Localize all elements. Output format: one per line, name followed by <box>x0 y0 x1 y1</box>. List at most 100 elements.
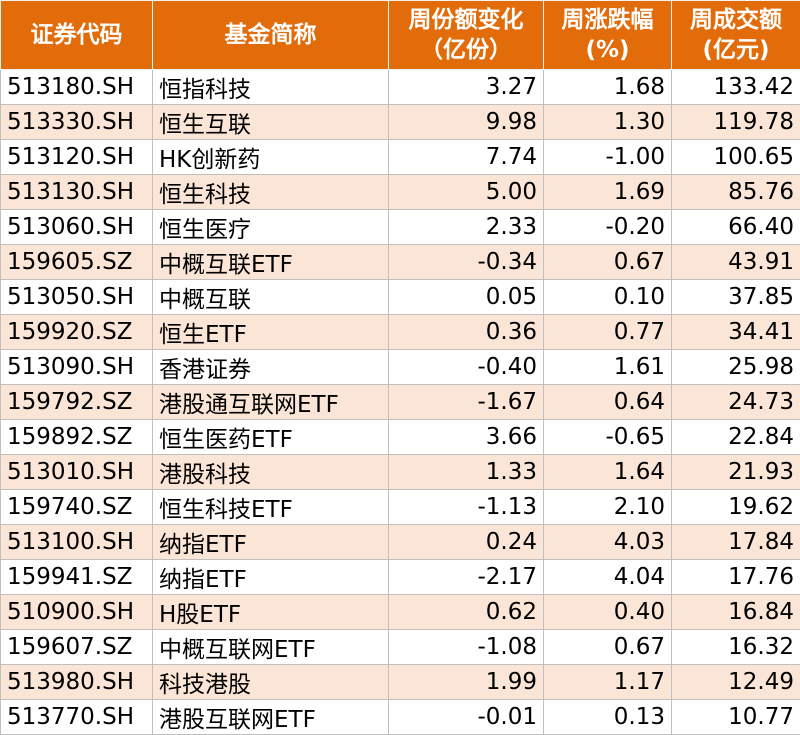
volume-cell: 19.62 <box>672 490 800 525</box>
fund-code-cell: 513120.SH <box>1 140 153 175</box>
share-change-cell: 0.24 <box>389 525 544 560</box>
fund-name-cell: 恒生医疗 <box>153 210 389 245</box>
share-change-cell: 3.66 <box>389 420 544 455</box>
pct-change-cell: 0.67 <box>544 245 672 280</box>
fund-name-cell: 恒生互联 <box>153 105 389 140</box>
fund-code-cell: 513060.SH <box>1 210 153 245</box>
fund-name-cell: 恒生ETF <box>153 315 389 350</box>
volume-cell: 17.76 <box>672 560 800 595</box>
fund-code-cell: 159740.SZ <box>1 490 153 525</box>
fund-name-cell: 恒指科技 <box>153 70 389 105</box>
share-change-cell: -0.01 <box>389 700 544 735</box>
share-change-cell: 0.05 <box>389 280 544 315</box>
fund-code-cell: 513130.SH <box>1 175 153 210</box>
pct-change-cell: 2.10 <box>544 490 672 525</box>
volume-cell: 17.84 <box>672 525 800 560</box>
fund-name-cell: 科技港股 <box>153 665 389 700</box>
fund-code-cell: 159792.SZ <box>1 385 153 420</box>
fund-name-cell: 恒生科技ETF <box>153 490 389 525</box>
fund-code-cell: 159607.SZ <box>1 630 153 665</box>
fund-name-cell: 纳指ETF <box>153 560 389 595</box>
pct-change-cell: -0.20 <box>544 210 672 245</box>
header-share-change-title: 周份额变化 <box>389 5 543 35</box>
header-volume-unit: (亿元) <box>672 35 800 65</box>
share-change-cell: 1.33 <box>389 455 544 490</box>
share-change-cell: 0.36 <box>389 315 544 350</box>
volume-cell: 85.76 <box>672 175 800 210</box>
header-volume-title: 周成交额 <box>672 5 800 35</box>
fund-name-cell: 中概互联ETF <box>153 245 389 280</box>
volume-cell: 37.85 <box>672 280 800 315</box>
pct-change-cell: 0.13 <box>544 700 672 735</box>
fund-code-cell: 513090.SH <box>1 350 153 385</box>
fund-name-cell: 中概互联网ETF <box>153 630 389 665</box>
pct-change-cell: 0.40 <box>544 595 672 630</box>
fund-name-cell: 港股互联网ETF <box>153 700 389 735</box>
fund-name-cell: HK创新药 <box>153 140 389 175</box>
share-change-cell: -1.67 <box>389 385 544 420</box>
fund-code-cell: 513180.SH <box>1 70 153 105</box>
share-change-cell: 5.00 <box>389 175 544 210</box>
pct-change-cell: 1.64 <box>544 455 672 490</box>
share-change-cell: -0.34 <box>389 245 544 280</box>
header-row: 证券代码 基金简称 周份额变化 （亿份） 周涨跌幅 (%) 周成交额 (亿元) <box>1 1 800 70</box>
fund-code-cell: 159605.SZ <box>1 245 153 280</box>
pct-change-cell: 1.61 <box>544 350 672 385</box>
fund-name-cell: 港股通互联网ETF <box>153 385 389 420</box>
volume-cell: 22.84 <box>672 420 800 455</box>
volume-cell: 16.32 <box>672 630 800 665</box>
share-change-cell: -1.13 <box>389 490 544 525</box>
pct-change-cell: -1.00 <box>544 140 672 175</box>
share-change-cell: 9.98 <box>389 105 544 140</box>
share-change-cell: 3.27 <box>389 70 544 105</box>
fund-name-cell: 中概互联 <box>153 280 389 315</box>
fund-code-cell: 513010.SH <box>1 455 153 490</box>
fund-code-cell: 513770.SH <box>1 700 153 735</box>
fund-code-cell: 159892.SZ <box>1 420 153 455</box>
fund-name-cell: 港股科技 <box>153 455 389 490</box>
fund-name-cell: 恒生医药ETF <box>153 420 389 455</box>
header-volume: 周成交额 (亿元) <box>672 1 800 70</box>
header-code: 证券代码 <box>1 1 153 70</box>
fund-name-cell: 香港证券 <box>153 350 389 385</box>
share-change-cell: 1.99 <box>389 665 544 700</box>
header-name: 基金简称 <box>153 1 389 70</box>
share-change-cell: 0.62 <box>389 595 544 630</box>
share-change-cell: 7.74 <box>389 140 544 175</box>
header-share-change-unit: （亿份） <box>389 35 543 65</box>
pct-change-cell: 4.03 <box>544 525 672 560</box>
fund-code-cell: 513980.SH <box>1 665 153 700</box>
fund-code-cell: 510900.SH <box>1 595 153 630</box>
volume-cell: 133.42 <box>672 70 800 105</box>
pct-change-cell: 4.04 <box>544 560 672 595</box>
volume-cell: 43.91 <box>672 245 800 280</box>
fund-code-cell: 513100.SH <box>1 525 153 560</box>
header-share-change: 周份额变化 （亿份） <box>389 1 544 70</box>
fund-name-cell: 恒生科技 <box>153 175 389 210</box>
volume-cell: 21.93 <box>672 455 800 490</box>
volume-cell: 34.41 <box>672 315 800 350</box>
share-change-cell: -0.40 <box>389 350 544 385</box>
share-change-cell: 2.33 <box>389 210 544 245</box>
pct-change-cell: 1.68 <box>544 70 672 105</box>
volume-cell: 119.78 <box>672 105 800 140</box>
volume-cell: 10.77 <box>672 700 800 735</box>
volume-cell: 12.49 <box>672 665 800 700</box>
share-change-cell: -2.17 <box>389 560 544 595</box>
